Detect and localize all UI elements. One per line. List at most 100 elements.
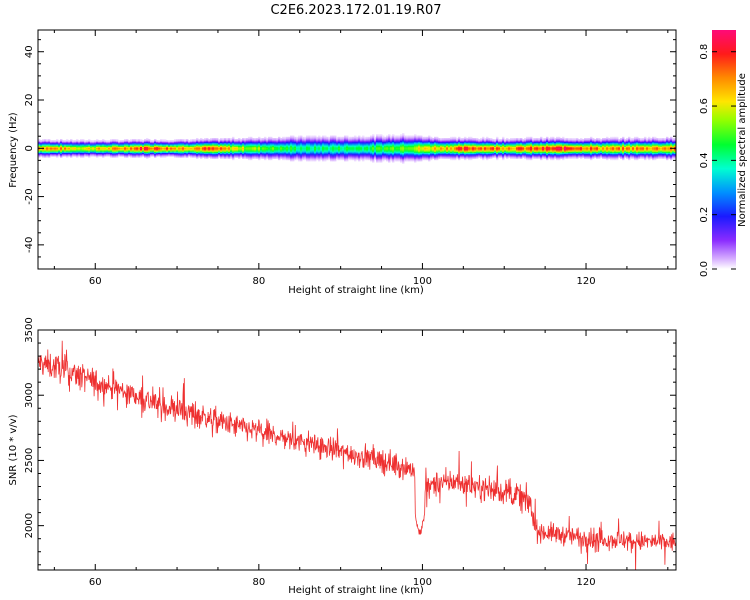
spectrogram-cell xyxy=(560,141,563,144)
spectrogram-cell xyxy=(132,139,135,141)
spectrogram-cell xyxy=(430,139,433,141)
spectrogram-cell xyxy=(526,148,529,151)
spectrogram-cell xyxy=(58,150,61,152)
spectrogram-cell xyxy=(394,138,397,140)
spectrogram-cell xyxy=(118,150,121,152)
spectrogram-cell xyxy=(414,135,417,138)
spectrogram-cell xyxy=(568,156,571,158)
spectrogram-cell xyxy=(428,157,431,159)
spectrogram-cell xyxy=(430,142,433,145)
spectrogram-cell xyxy=(490,138,493,140)
spectrogram-cell xyxy=(474,141,477,144)
spectrogram-cell xyxy=(446,151,449,153)
spectrogram-cell xyxy=(286,157,289,159)
spectrogram-cell xyxy=(424,158,427,161)
spectrogram-cell xyxy=(554,154,557,157)
spectrogram-cell xyxy=(426,139,429,141)
spectrogram-cell xyxy=(588,150,591,152)
spectrogram-cell xyxy=(546,154,549,157)
spectrogram-cell xyxy=(258,141,261,144)
spectrogram-cell xyxy=(186,151,189,153)
spectrogram-cell xyxy=(466,141,469,144)
spectrogram-cell xyxy=(290,135,293,138)
spectrogram-cell xyxy=(66,142,69,145)
spectrogram-cell xyxy=(404,139,407,141)
spectrogram-cell xyxy=(518,146,521,149)
spectrogram-cell xyxy=(360,140,363,143)
spectrogram-cell xyxy=(432,138,435,140)
spectrogram-cell xyxy=(142,145,145,147)
spectrogram-cell xyxy=(200,148,203,151)
spectrogram-cell xyxy=(576,157,579,159)
spectrogram-cell xyxy=(286,136,289,139)
spectrogram-cell xyxy=(390,156,393,158)
spectrogram-cell xyxy=(614,139,617,141)
spectrogram-cell xyxy=(54,152,57,155)
spectrogram-cell xyxy=(556,152,559,155)
spectrogram-cell xyxy=(486,150,489,152)
spectrogram-cell xyxy=(388,140,391,143)
spectrogram-cell xyxy=(292,141,295,144)
spectrogram-cell xyxy=(348,151,351,153)
spectrogram-cell xyxy=(298,146,301,149)
spectrogram-cell xyxy=(68,145,71,147)
spectrogram-cell xyxy=(318,144,321,146)
spectrogram-cell xyxy=(396,148,399,151)
spectrogram-cell xyxy=(360,145,363,147)
spectrogram-cell xyxy=(156,142,159,145)
spectrogram-cell xyxy=(212,157,215,159)
spectrogram-cell xyxy=(136,140,139,143)
spectrogram-cell xyxy=(330,140,333,143)
spectrogram-cell xyxy=(156,152,159,155)
spectrogram-cell xyxy=(362,150,365,152)
spectrogram-cell xyxy=(158,147,161,150)
spectrogram-cell xyxy=(88,144,91,146)
spectrogram-cell xyxy=(456,140,459,143)
spectrogram-cell xyxy=(454,148,457,151)
spectrogram-cell xyxy=(406,150,409,152)
spectrogram-cell xyxy=(564,147,567,150)
spectrogram-cell xyxy=(460,145,463,147)
spectrogram-cell xyxy=(554,153,557,156)
spectrogram-cell xyxy=(156,147,159,150)
spectrogram-cell xyxy=(328,147,331,150)
spectrogram-cell xyxy=(586,145,589,147)
spectrogram-cell xyxy=(232,157,235,159)
spectrogram-cell xyxy=(362,148,365,151)
spectrogram-cell xyxy=(460,154,463,157)
spectrogram-cell xyxy=(306,139,309,141)
spectrogram-cell xyxy=(44,152,47,155)
spectrogram-cell xyxy=(608,140,611,143)
spectrogram-cell xyxy=(266,151,269,153)
spectrogram-cell xyxy=(544,151,547,153)
spectrogram-cell xyxy=(130,144,133,146)
spectrogram-cell xyxy=(472,156,475,158)
spectrogram-cell xyxy=(388,159,391,162)
spectrogram-cell xyxy=(388,147,391,150)
spectrogram-cell xyxy=(260,141,263,144)
spectrogram-cell xyxy=(364,148,367,151)
spectrogram-cell xyxy=(152,141,155,144)
spectrogram-cell xyxy=(142,152,145,155)
spectrogram-cell xyxy=(452,157,455,159)
spectrogram-cell xyxy=(64,152,67,155)
spectrogram-cell xyxy=(294,142,297,145)
spectrogram-cell xyxy=(466,151,469,153)
spectrogram-cell xyxy=(476,145,479,147)
spectrogram-cell xyxy=(474,152,477,155)
spectrogram-cell xyxy=(204,141,207,144)
spectrogram-cell xyxy=(334,144,337,146)
spectrogram-cell xyxy=(170,154,173,157)
spectrogram-cell xyxy=(400,159,403,162)
spectrogram-cell xyxy=(518,145,521,147)
spectrogram-cell xyxy=(224,153,227,156)
spectrogram-cell xyxy=(566,150,569,152)
spectrogram-cell xyxy=(250,142,253,145)
spectrogram-cell xyxy=(552,142,555,145)
spectrogram-cell xyxy=(542,151,545,153)
spectrogram-cell xyxy=(290,148,293,151)
spectrogram-cell xyxy=(268,142,271,145)
spectrogram-cell xyxy=(416,142,419,145)
spectrogram-cell xyxy=(564,145,567,147)
spectrogram-cell xyxy=(378,140,381,143)
